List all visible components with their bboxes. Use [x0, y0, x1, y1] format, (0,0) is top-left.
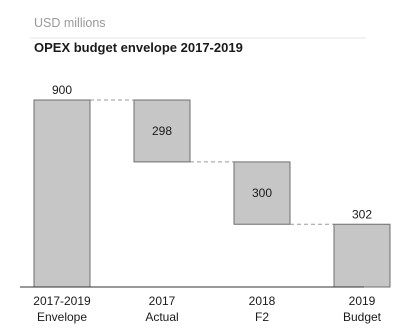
bar: [233, 161, 291, 225]
category-tick-label: 2018: [249, 294, 276, 308]
category-tick-label: 2019: [349, 294, 376, 308]
bar: [333, 223, 391, 288]
bar: [133, 99, 191, 163]
category-tick-label: Budget: [343, 310, 382, 324]
category-tick-label: Actual: [145, 310, 178, 324]
category-tick-label: 2017-2019: [33, 294, 91, 308]
bar: [33, 99, 91, 288]
category-tick-label: 2017: [149, 294, 176, 308]
plot-area: 900 298 300 302 2017-2019 Envelope 2017 Actual 2…: [20, 83, 391, 324]
chart-title: OPEX budget envelope 2017-2019: [34, 40, 243, 55]
category-tick-label: Envelope: [37, 310, 87, 324]
value-label: 302: [352, 207, 372, 221]
value-label: 900: [52, 83, 72, 97]
unit-label: USD millions: [34, 16, 106, 30]
value-label: 298: [152, 124, 172, 138]
category-tick-label: F2: [255, 310, 269, 324]
value-label: 300: [252, 186, 272, 200]
